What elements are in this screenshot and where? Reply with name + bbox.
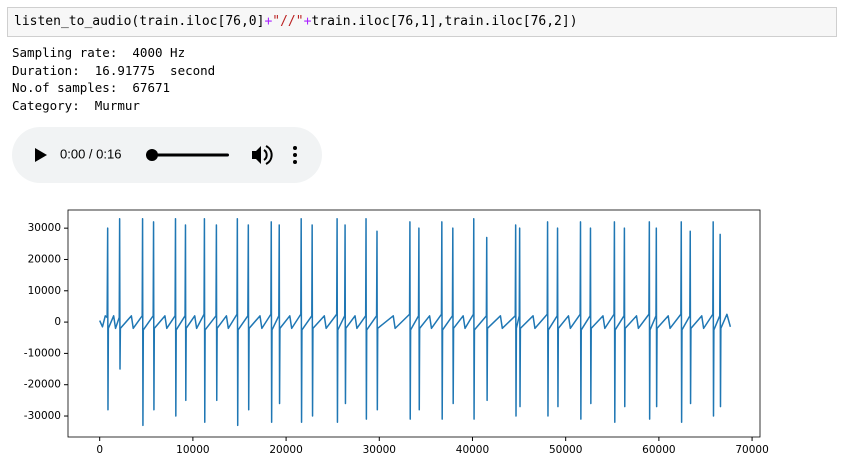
play-button[interactable] xyxy=(35,148,47,162)
x-tick-label: 50000 xyxy=(549,444,582,456)
x-tick-label: 0 xyxy=(96,444,103,456)
x-tick-label: 30000 xyxy=(363,444,396,456)
output-line: No.of samples: 67671 xyxy=(12,80,171,95)
seek-track[interactable] xyxy=(152,153,229,157)
code-op: + xyxy=(303,14,312,29)
y-tick-label: 30000 xyxy=(28,222,61,234)
code-cell[interactable]: listen_to_audio(train.iloc[76,0]+"//"+tr… xyxy=(7,7,837,37)
x-tick-label: 60000 xyxy=(642,444,675,456)
y-tick-label: -10000 xyxy=(24,347,61,359)
audio-player: 0:00 / 0:16 xyxy=(12,127,322,183)
output: Sampling rate: 4000 Hz Duration: 16.91775… xyxy=(12,44,215,114)
y-tick-label: 0 xyxy=(54,316,61,328)
y-tick-label: 20000 xyxy=(28,253,61,265)
output-line: Sampling rate: 4000 Hz xyxy=(12,45,186,60)
output-line: Category: Murmur xyxy=(12,97,140,113)
waveform xyxy=(99,218,732,427)
seek-thumb[interactable] xyxy=(146,149,158,161)
x-tick-label: 40000 xyxy=(456,444,489,456)
code-text: listen_to_audio(train.iloc[76,0] xyxy=(14,14,265,29)
volume-button[interactable] xyxy=(252,145,273,165)
code-text: train.iloc[76,1],train.iloc[76,2]) xyxy=(311,14,578,29)
output-line: Duration: 16.91775 second xyxy=(12,62,216,78)
plot-frame xyxy=(67,209,761,438)
x-tick-label: 70000 xyxy=(735,444,768,456)
code-op: + xyxy=(264,14,273,29)
y-tick-label: 10000 xyxy=(28,285,61,297)
menu-button[interactable] xyxy=(293,146,297,164)
x-tick-label: 10000 xyxy=(176,444,209,456)
chart: 0 10000 20000 30000 40000 50000 60000 70000 -300… xyxy=(24,209,769,456)
time-display: 0:00 / 0:16 xyxy=(60,146,121,161)
x-tick-label: 20000 xyxy=(269,444,302,456)
code-string: "//" xyxy=(272,14,304,29)
y-tick-label: -30000 xyxy=(24,410,61,422)
y-tick-label: -20000 xyxy=(24,379,61,391)
